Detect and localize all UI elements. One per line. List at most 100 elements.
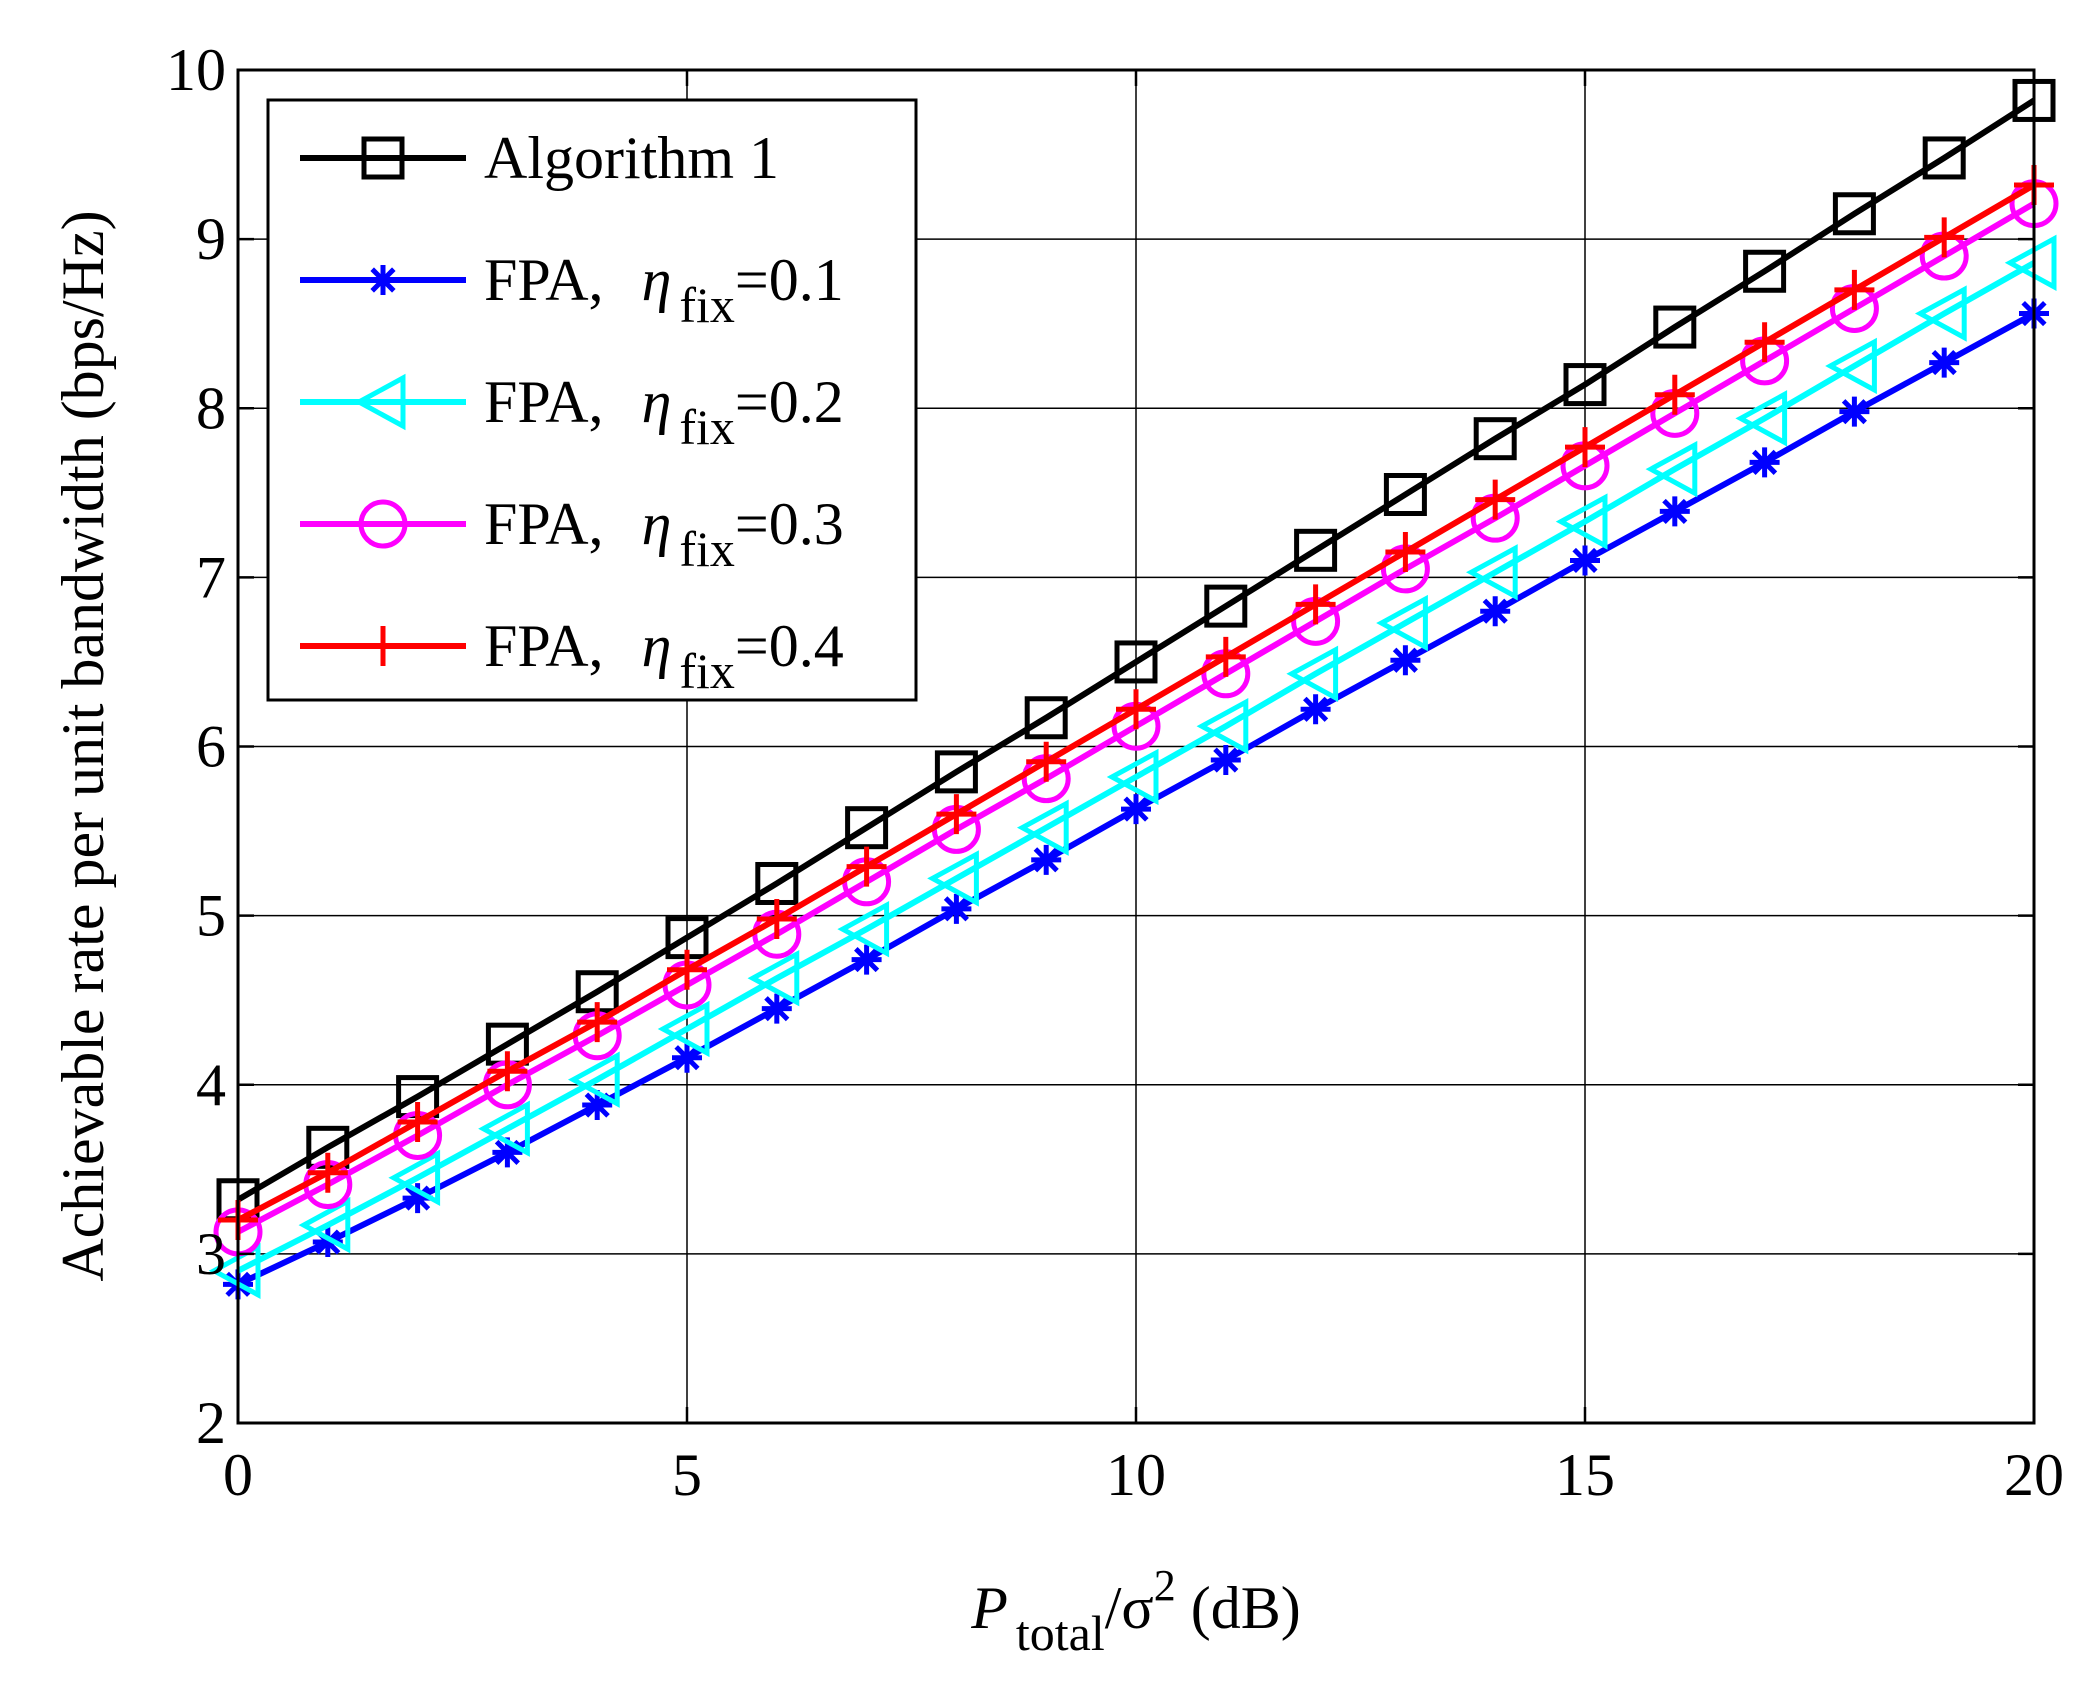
legend-label: FPA, η fix=0.4 [484, 613, 844, 699]
y-tick-label: 9 [196, 206, 226, 272]
series-2-marker-triangle [1196, 697, 1249, 755]
series-2-marker-triangle [747, 949, 800, 1007]
series-4-marker-plus [577, 1002, 618, 1043]
x-tick-label: 20 [2004, 1442, 2064, 1508]
series-2-line [236, 260, 2036, 1274]
series-1-marker-asterisk [1300, 694, 1331, 725]
series-2-marker-triangle [1286, 645, 1339, 702]
series-1-marker-asterisk [1839, 396, 1870, 427]
series-1-marker-asterisk [1121, 794, 1151, 825]
series-1-marker-asterisk [312, 1227, 343, 1258]
legend-entry-3: FPA, η fix=0.3 [300, 491, 844, 577]
series-0-marker-square [1473, 417, 1517, 461]
x-axis-title-unit: (dB) [1176, 1575, 1301, 1641]
series-4-marker-plus [397, 1101, 438, 1142]
x-tick-label: 10 [1106, 1442, 1166, 1508]
series-1-marker-asterisk [1390, 645, 1421, 676]
series-2-marker-triangle [2004, 234, 2057, 292]
series-1-marker-asterisk [1659, 496, 1690, 527]
y-tick-label: 4 [196, 1052, 226, 1118]
series-1-marker-asterisk [1570, 545, 1600, 576]
series-2-marker-triangle [927, 850, 979, 907]
x-axis-title-rest: /σ [1105, 1575, 1154, 1641]
grid [238, 70, 2034, 1423]
legend-subscript: fix [679, 399, 735, 455]
legend-subscript: fix [679, 277, 735, 333]
series-1-marker-asterisk [1929, 347, 1960, 378]
series-1-marker-asterisk [1031, 844, 1062, 875]
series-1-marker-asterisk [761, 993, 792, 1024]
y-tick-label: 10 [166, 37, 226, 103]
legend-prefix: FPA, [484, 247, 604, 313]
y-tick-label: 7 [196, 544, 226, 610]
legend-label: FPA, η fix=0.1 [484, 247, 844, 333]
series-0-line [236, 97, 2036, 1203]
series-4-marker-plus [756, 899, 797, 940]
series-2-marker-triangle [1735, 390, 1788, 447]
series-2-marker-triangle [208, 1242, 261, 1299]
y-tick-label: 2 [196, 1390, 226, 1456]
legend-subscript: fix [679, 643, 735, 699]
series-0-marker-square [1832, 192, 1876, 236]
legend-entry-0: Algorithm 1 [300, 125, 779, 191]
series-1-marker-asterisk [851, 944, 882, 975]
series-2 [208, 234, 2057, 1299]
series-2-marker-triangle [1465, 544, 1518, 601]
series-2-marker-triangle [837, 900, 890, 958]
series-2-marker-triangle [388, 1149, 441, 1206]
legend-symbol: η [642, 613, 672, 679]
series-4-marker-plus [1565, 427, 1605, 468]
legend-value: =0.2 [735, 369, 844, 435]
series-4-marker-plus [307, 1152, 348, 1193]
series-0-marker-square [1114, 640, 1158, 684]
series-4-marker-plus [1834, 269, 1875, 310]
series-2-marker-triangle [1376, 594, 1428, 652]
series-4-marker-plus [1205, 636, 1246, 677]
series-0-marker-square [1024, 696, 1068, 740]
legend-symbol: η [642, 369, 672, 435]
series-4-marker-plus [1744, 322, 1785, 363]
series-4 [218, 165, 2054, 1241]
legend-label: Algorithm 1 [484, 125, 779, 191]
series-0-marker-square [1563, 363, 1607, 407]
series-0-marker-square [1743, 249, 1787, 293]
series-1-marker-asterisk [1480, 596, 1511, 627]
x-axis-title-subscript: total [1016, 1605, 1105, 1661]
legend-entry-4: FPA, η fix=0.4 [300, 613, 844, 699]
series-1-marker-asterisk [582, 1090, 613, 1121]
legend-prefix: FPA, [484, 369, 604, 435]
series-4-marker-plus [1475, 479, 1516, 520]
series-2-marker-triangle [298, 1196, 351, 1254]
legend-value: =0.4 [735, 613, 844, 679]
x-tick-label: 0 [223, 1442, 253, 1508]
y-tick-label: 8 [196, 375, 226, 441]
legend-value: =0.1 [735, 247, 844, 313]
series-2-marker-triangle [1106, 748, 1159, 806]
legend-4-marker-plus [363, 626, 403, 666]
series-2-marker-triangle [478, 1100, 530, 1157]
legend-prefix: FPA, [484, 613, 604, 679]
legend-2-marker-triangle [353, 373, 406, 431]
legend-0-marker-square [361, 136, 405, 180]
legend-subscript: fix [679, 521, 735, 577]
series-2-marker-triangle [1016, 799, 1069, 856]
series-2-marker-triangle [1825, 337, 1877, 395]
series-2-marker-triangle [1914, 285, 1967, 342]
series-4-marker-plus [1654, 374, 1695, 415]
series-0-marker-square [934, 750, 978, 794]
series-4-marker-plus [1116, 689, 1156, 730]
series-4-marker-plus [667, 949, 707, 990]
series-4-marker-plus [1385, 532, 1426, 573]
legend-1-marker-asterisk [368, 265, 398, 295]
series-4-marker-plus [1924, 217, 1965, 258]
legend-entry-2: FPA, η fix=0.2 [300, 369, 844, 455]
series-2-marker-triangle [657, 1000, 710, 1058]
series-4-marker-plus [487, 1051, 528, 1092]
legend-prefix: FPA, [484, 491, 604, 557]
series-1-marker-asterisk [672, 1042, 702, 1073]
series-1-marker-asterisk [492, 1137, 523, 1168]
